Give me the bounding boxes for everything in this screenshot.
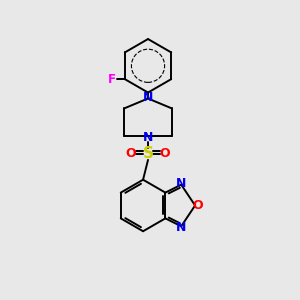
Text: N: N [176,221,186,234]
Text: S: S [142,146,154,161]
Text: N: N [176,177,186,190]
Text: F: F [108,73,116,86]
Text: N: N [143,130,153,144]
Text: O: O [193,199,203,212]
Text: O: O [160,148,170,160]
Text: N: N [143,91,153,104]
Text: O: O [126,148,136,160]
